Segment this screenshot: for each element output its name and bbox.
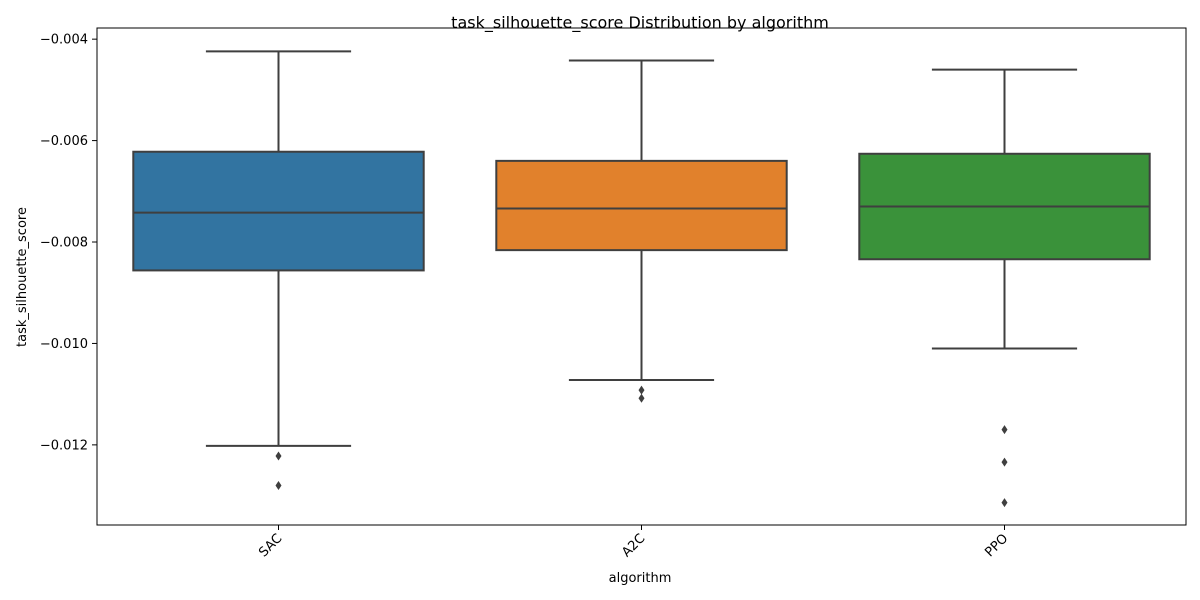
outlier-point <box>1001 425 1008 435</box>
x-axis: SAC A2C PPO <box>256 525 1011 560</box>
plot-area <box>132 50 1151 508</box>
y-axis: −0.004 −0.006 −0.008 −0.010 −0.012 <box>40 33 97 453</box>
box-a2c <box>495 59 788 403</box>
x-tick-label: PPO <box>982 531 1011 560</box>
box-ppo <box>858 68 1151 508</box>
y-tick-label: −0.006 <box>40 134 88 149</box>
outlier-point <box>275 480 282 490</box>
outlier-point <box>1001 457 1008 467</box>
y-tick-label: −0.004 <box>40 33 88 48</box>
y-tick-label: −0.010 <box>40 337 88 352</box>
chart-title: task_silhouette_score Distribution by al… <box>451 13 829 33</box>
iqr-box <box>132 150 425 272</box>
x-tick-label: A2C <box>619 531 648 560</box>
outlier-point <box>638 385 645 395</box>
box-sac <box>132 50 425 490</box>
iqr-box <box>495 159 788 252</box>
x-axis-label: algorithm <box>609 571 672 586</box>
y-tick-label: −0.008 <box>40 236 88 251</box>
y-axis-label: task_silhouette_score <box>15 207 30 347</box>
outlier-point <box>275 451 282 461</box>
outlier-point <box>638 393 645 403</box>
x-tick-label: SAC <box>256 531 285 560</box>
outlier-point <box>1001 498 1008 508</box>
y-tick-label: −0.012 <box>40 438 88 453</box>
